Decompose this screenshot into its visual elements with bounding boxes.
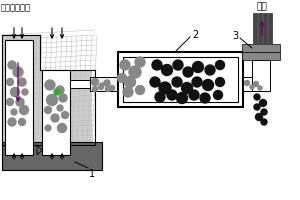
Circle shape xyxy=(205,65,215,75)
Polygon shape xyxy=(37,145,42,155)
Circle shape xyxy=(123,87,133,97)
Circle shape xyxy=(8,118,16,126)
Bar xyxy=(2,142,102,170)
Circle shape xyxy=(16,98,24,106)
Circle shape xyxy=(59,94,67,102)
Bar xyxy=(2,70,92,145)
Circle shape xyxy=(19,118,26,126)
Circle shape xyxy=(120,60,130,70)
Circle shape xyxy=(167,90,177,100)
Circle shape xyxy=(45,80,55,90)
Circle shape xyxy=(7,98,14,106)
Circle shape xyxy=(22,89,28,95)
Text: 3: 3 xyxy=(232,31,238,41)
Bar xyxy=(2,35,40,145)
Circle shape xyxy=(192,77,202,87)
Text: 2: 2 xyxy=(192,30,198,40)
Bar xyxy=(123,57,238,102)
Circle shape xyxy=(161,64,172,75)
Circle shape xyxy=(104,80,110,86)
Circle shape xyxy=(118,73,127,82)
Circle shape xyxy=(261,109,267,115)
Circle shape xyxy=(11,88,20,97)
Circle shape xyxy=(260,99,266,106)
Circle shape xyxy=(254,94,260,100)
Circle shape xyxy=(254,82,259,86)
Bar xyxy=(252,60,270,91)
Circle shape xyxy=(92,78,98,86)
Circle shape xyxy=(258,86,262,90)
Circle shape xyxy=(152,60,162,70)
Circle shape xyxy=(215,60,224,70)
Circle shape xyxy=(13,67,23,77)
Circle shape xyxy=(57,105,63,111)
Circle shape xyxy=(189,90,199,100)
Circle shape xyxy=(176,92,188,104)
Bar xyxy=(243,77,261,91)
Circle shape xyxy=(129,66,141,78)
Circle shape xyxy=(182,82,193,94)
Bar xyxy=(118,52,243,107)
Circle shape xyxy=(58,123,67,132)
Circle shape xyxy=(215,77,224,86)
Circle shape xyxy=(183,67,193,77)
Circle shape xyxy=(256,114,262,120)
Bar xyxy=(70,80,90,88)
Circle shape xyxy=(193,62,203,72)
Circle shape xyxy=(172,77,182,87)
Circle shape xyxy=(150,77,160,87)
Circle shape xyxy=(18,78,26,86)
Bar xyxy=(242,52,280,60)
Circle shape xyxy=(159,82,171,94)
Circle shape xyxy=(173,60,183,70)
Circle shape xyxy=(54,89,60,95)
Circle shape xyxy=(56,86,64,94)
Circle shape xyxy=(254,104,260,110)
Bar xyxy=(42,70,70,155)
Text: 废气: 废气 xyxy=(256,2,267,11)
Circle shape xyxy=(200,93,210,103)
Circle shape xyxy=(110,86,115,90)
Circle shape xyxy=(45,125,51,131)
Circle shape xyxy=(214,90,223,99)
Circle shape xyxy=(20,106,28,114)
Circle shape xyxy=(98,84,104,90)
Circle shape xyxy=(51,114,59,122)
Text: 1: 1 xyxy=(89,169,95,179)
Circle shape xyxy=(136,86,145,95)
Circle shape xyxy=(100,83,104,87)
Circle shape xyxy=(46,95,58,106)
Bar xyxy=(90,77,118,91)
Circle shape xyxy=(61,112,68,118)
Circle shape xyxy=(8,61,16,69)
Circle shape xyxy=(11,109,17,115)
Circle shape xyxy=(202,79,214,90)
Circle shape xyxy=(92,86,98,92)
Circle shape xyxy=(250,85,254,89)
Circle shape xyxy=(124,76,136,88)
Circle shape xyxy=(261,119,267,125)
Circle shape xyxy=(44,106,52,114)
Text: 放气（氮气）: 放气（氮气） xyxy=(1,3,31,12)
Circle shape xyxy=(155,92,165,102)
Circle shape xyxy=(135,57,145,67)
Circle shape xyxy=(244,80,250,86)
Bar xyxy=(5,40,33,155)
Circle shape xyxy=(106,86,110,92)
Circle shape xyxy=(7,78,14,86)
Bar xyxy=(242,44,280,52)
